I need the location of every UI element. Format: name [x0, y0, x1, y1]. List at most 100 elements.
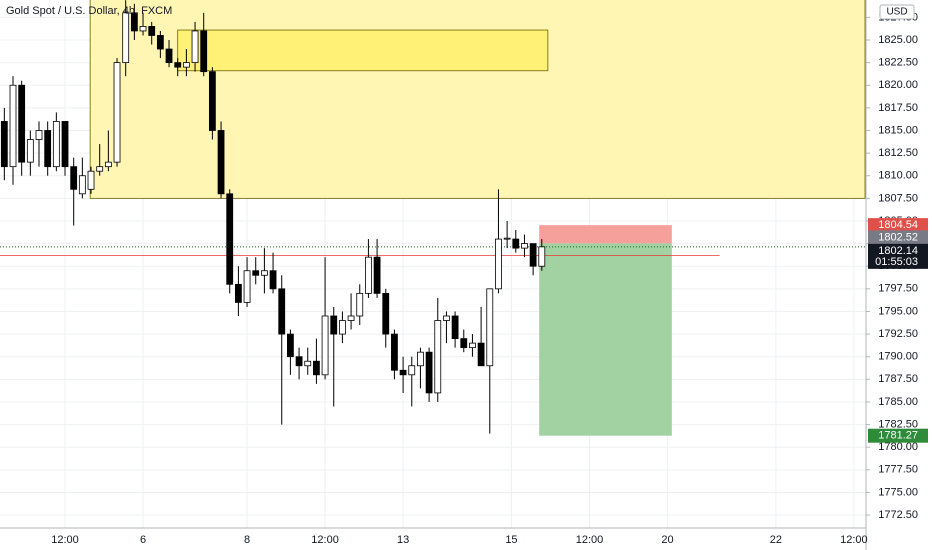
y-tick-label: 1785.00 — [878, 396, 918, 408]
target-zone — [539, 243, 672, 436]
candle-body — [191, 30, 199, 64]
candle-body — [269, 270, 277, 290]
candle-body — [408, 365, 416, 376]
candle-body — [512, 238, 520, 249]
plot — [0, 0, 866, 528]
candle-body — [104, 161, 112, 168]
candle-body — [287, 333, 294, 358]
candle-body — [460, 338, 468, 349]
target-label-bg — [868, 428, 928, 443]
candle-body — [182, 62, 190, 68]
y-tick-label: 1787.50 — [878, 373, 918, 385]
candle-body — [521, 243, 528, 249]
candle-body — [252, 270, 260, 276]
candle-body — [313, 360, 320, 376]
candle-body — [538, 246, 546, 267]
x-tick-label: 12:00 — [840, 534, 868, 546]
candle-body — [373, 256, 381, 294]
candle-body — [26, 139, 34, 163]
candle-body — [321, 315, 329, 376]
candle-body — [200, 30, 208, 73]
y-tick-label: 1772.50 — [878, 509, 918, 521]
y-tick-label: 1822.50 — [878, 57, 918, 69]
y-tick-label: 1782.50 — [878, 418, 918, 430]
y-tick-label: 1780.00 — [878, 441, 918, 453]
candle-body — [469, 342, 476, 349]
x-tick-label: 12:00 — [576, 534, 604, 546]
candle-body — [217, 130, 225, 195]
y-tick-label: 1777.50 — [878, 464, 918, 476]
candle-body — [122, 12, 130, 64]
y-tick-label: 1775.00 — [878, 486, 918, 498]
candle-body — [226, 193, 234, 285]
y-tick-label: 1792.50 — [878, 328, 918, 340]
x-tick-label: 20 — [661, 534, 673, 546]
candle-body — [78, 175, 86, 195]
y-tick-label: 1807.50 — [878, 192, 918, 204]
stop-label-bg — [868, 218, 928, 233]
candle-body — [503, 237, 511, 240]
candle-body — [70, 166, 78, 190]
candle-body — [425, 351, 433, 394]
currency-box — [879, 4, 915, 20]
x-tick-label: 15 — [505, 534, 517, 546]
x-tick-label: 6 — [140, 534, 146, 546]
candle-body — [44, 130, 52, 168]
candle-body — [52, 121, 60, 168]
target-label: 1781.27 — [878, 430, 918, 442]
y-tick-label: 1795.00 — [878, 305, 918, 317]
candle-body — [417, 351, 424, 367]
stop-label: 1804.54 — [878, 219, 918, 231]
candle-body — [451, 315, 459, 340]
candle-body — [486, 288, 494, 367]
candle-body — [443, 315, 450, 321]
candle-body — [208, 71, 216, 131]
entry-label: 1802.52 — [878, 231, 918, 243]
candle-body — [434, 320, 442, 394]
y-tick-label: 1810.00 — [878, 170, 918, 182]
candle-body — [391, 333, 398, 371]
candle-body — [529, 243, 537, 267]
y-tick-label: 1812.50 — [878, 147, 918, 159]
candle-body — [365, 256, 372, 294]
candle-body — [295, 356, 303, 367]
x-tick-label: 8 — [244, 534, 250, 546]
candle-body — [339, 320, 346, 335]
candle-body — [139, 26, 147, 32]
candle-body — [495, 238, 502, 290]
last-price-bg — [868, 243, 928, 269]
candle-body — [304, 360, 312, 367]
axis-bg — [866, 0, 932, 550]
candle-body — [9, 84, 17, 168]
y-tick-label: 1797.50 — [878, 283, 918, 295]
candle-body — [174, 62, 182, 68]
last-price-label: 1802.14 — [878, 245, 918, 257]
candle-body — [234, 283, 242, 303]
candle-body — [96, 166, 104, 172]
candle-body — [130, 12, 138, 32]
candle-body — [18, 84, 26, 163]
candle-body — [477, 342, 485, 367]
y-tick-label: 1790.00 — [878, 351, 918, 363]
candle-body — [399, 369, 407, 376]
y-tick-label: 1817.50 — [878, 102, 918, 114]
candle-body — [35, 130, 43, 140]
x-tick-label: 22 — [770, 534, 782, 546]
candle-body — [382, 292, 390, 335]
x-tick-label: 12:00 — [51, 534, 79, 546]
candle-body — [113, 62, 121, 163]
y-tick-label: 1820.00 — [878, 79, 918, 91]
candle-body — [148, 26, 156, 36]
x-tick-label: 12:00 — [311, 534, 339, 546]
candle-body — [156, 35, 164, 50]
y-tick-label: 1815.00 — [878, 124, 918, 136]
chart-title: Gold Spot / U.S. Dollar, 4h, FXCM — [6, 5, 172, 17]
candle-body — [165, 48, 173, 64]
box-zone — [177, 29, 549, 72]
candle-body — [260, 270, 268, 276]
y-tick-label: 1825.00 — [878, 34, 918, 46]
candle-body — [347, 315, 355, 321]
candle-body — [356, 292, 364, 317]
currency-label: USD — [886, 7, 907, 18]
